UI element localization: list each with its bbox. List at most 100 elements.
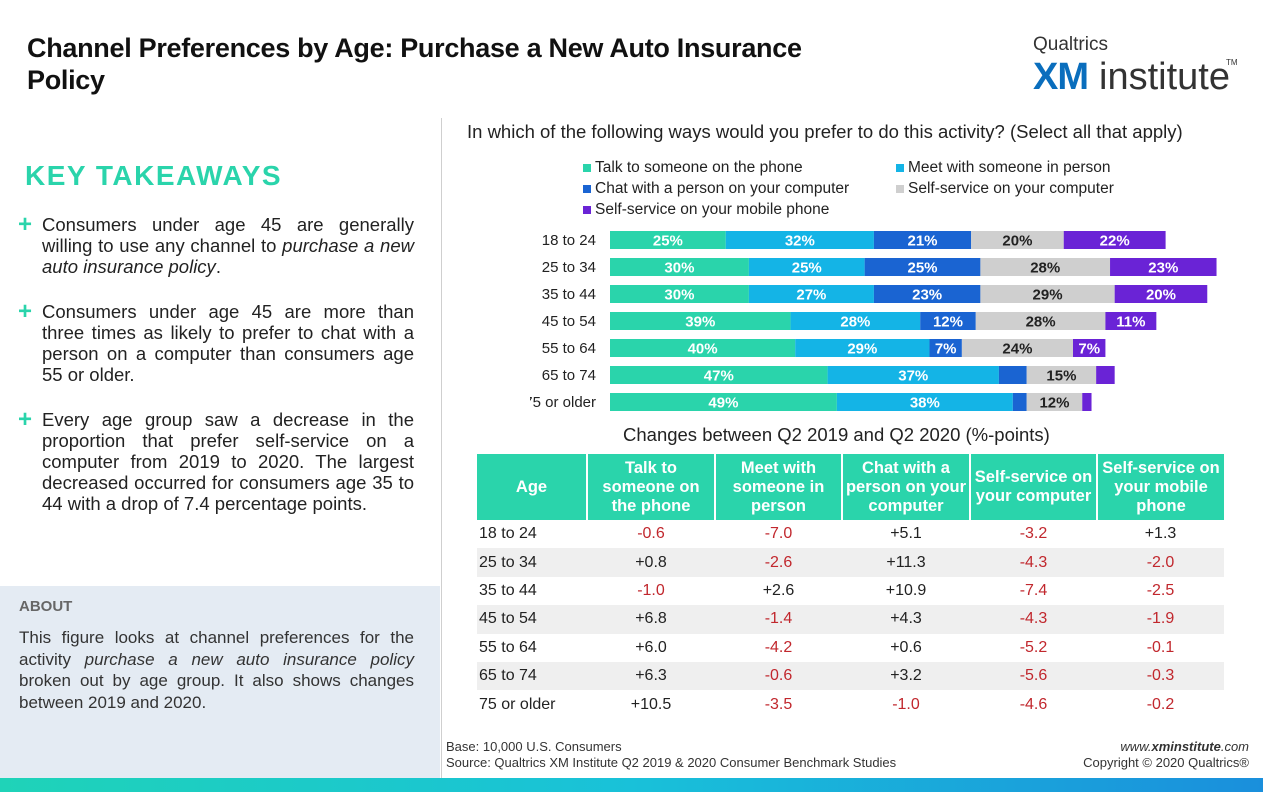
data-label: 47% [704,368,734,385]
change-cell: +10.9 [885,581,927,599]
bar-segment [975,312,1106,330]
column-header: Meet with someone in person [715,454,843,520]
logo-brand: Qualtrics [1033,34,1108,55]
logo-xm: XM [1033,56,1089,98]
change-cell: +6.3 [587,661,715,691]
bar-segment [1082,393,1092,411]
data-label: 23% [912,287,942,304]
change-cell: +6.8 [587,605,715,634]
data-label: 25% [908,260,938,277]
change-cell: -1.0 [637,581,665,599]
table-row: 65 to 74 +6.3 -0.6 +3.2 -5.6 -0.3 [477,661,1224,691]
change-cell: +6.0 [635,638,667,656]
plus-icon: + [18,298,33,325]
change-cell: -0.1 [1146,638,1175,656]
bar-segment [980,285,1115,303]
change-cell: -0.3 [1097,661,1224,691]
age-cell: 45 to 54 [477,605,587,634]
bar-segment [1063,231,1166,249]
footer-source-text: Source: Qualtrics XM Institute Q2 2019 &… [446,755,897,770]
footer-copyright: www.xminstitute.com Copyright © 2020 Qua… [1083,739,1249,771]
data-label: 7% [1078,341,1100,358]
bar-segment [748,285,874,303]
change-cell: -2.0 [1097,548,1224,577]
bar-segment [1105,312,1157,330]
column-header: Self-service on your mobile phone [1097,454,1224,520]
age-cell: 55 to 64 [479,638,537,656]
table-row: 55 to 64 +6.0 -4.2 +0.6 -5.2 -0.1 [477,634,1224,662]
xm-institute-logo: Qualtrics XM institute TM [1033,34,1238,104]
category-label: 18 to 24 [542,232,596,249]
data-label: 29% [847,341,877,358]
data-label: 22% [1100,233,1130,250]
change-cell: +4.3 [842,605,970,634]
bar-segment [836,393,1013,411]
bar-segment [873,285,981,303]
data-label: 32% [785,233,815,250]
column-header: Age [477,454,588,520]
change-cell: -2.5 [1146,581,1175,599]
legend-swatch [896,185,904,193]
table-row: 25 to 34 +0.8 -2.6 +11.3 -4.3 -2.0 [477,548,1224,577]
takeaway-2: Consumers under age 45 are more than thr… [42,301,414,385]
change-cell: -0.6 [637,525,665,543]
footer-website: www.xminstitute.com [1120,739,1249,754]
bar-segment [610,393,837,411]
data-label: 29% [1033,287,1063,304]
bar-segment [725,231,874,249]
data-label: 38% [910,395,940,412]
about-heading: ABOUT [19,598,73,615]
change-cell: -4.3 [970,548,1097,577]
data-label: 27% [796,287,826,304]
change-cell: -4.2 [764,638,793,656]
category-label: 65 to 74 [542,367,596,384]
column-header: Talk to someone on the phone [587,454,716,520]
table-row: 75 or older +10.5 -3.5 -1.0 -4.6 -0.2 [477,690,1224,718]
column-header: Chat with a person on your computer [842,454,971,520]
bar-segment [748,258,865,276]
legend-swatch [583,164,591,172]
footer-copyright-text: Copyright © 2020 Qualtrics® [1083,755,1249,770]
footer-source: Base: 10,000 U.S. Consumers Source: Qual… [446,739,896,771]
legend-item-chat: Chat with a person on your computer [583,180,849,198]
category-label: 45 to 54 [542,313,596,330]
change-cell: -0.2 [1146,695,1175,713]
data-label: 12% [1039,395,1069,412]
change-cell: -4.6 [1019,695,1048,713]
legend-item-phone: Talk to someone on the phone [583,159,803,177]
change-cell: -5.2 [1019,638,1048,656]
category-label: 55 to 64 [542,340,596,357]
bar-segment [795,339,930,357]
bar-segment [961,339,1073,357]
bar-segment [1026,366,1097,384]
change-cell: +0.8 [587,548,715,577]
column-header: Self-service on your computer [970,454,1098,520]
age-cell: 25 to 34 [477,548,587,577]
change-cell: -0.6 [715,661,842,691]
data-label: 15% [1046,368,1076,385]
bar-segment [827,366,999,384]
table-row: 18 to 24 -0.6 -7.0 +5.1 -3.2 +1.3 [477,520,1224,548]
about-text: This figure looks at channel preferences… [19,628,414,712]
key-takeaways-heading: KEY TAKEAWAYS [25,160,283,191]
change-cell: -3.5 [764,695,793,713]
data-label: 21% [908,233,938,250]
data-label: 11% [1116,314,1145,331]
bar-segment [1096,366,1115,384]
legend-swatch [583,206,591,214]
category-label: 75 or older [530,394,596,411]
page-title: Channel Preferences by Age: Purchase a N… [27,33,802,95]
legend-swatch [583,185,591,193]
data-label: 7% [935,341,957,358]
change-cell: +2.6 [762,581,795,599]
age-cell: 18 to 24 [479,525,537,543]
bar-segment [929,339,962,357]
category-label: 35 to 44 [542,286,596,303]
category-label: 25 to 34 [542,259,596,276]
bar-segment [1026,393,1083,411]
bar-segment [1114,285,1208,303]
bar-segment [1110,258,1217,276]
age-cell: 75 or older [479,695,556,713]
data-label: 28% [1030,260,1060,277]
data-label: 37% [898,368,928,385]
